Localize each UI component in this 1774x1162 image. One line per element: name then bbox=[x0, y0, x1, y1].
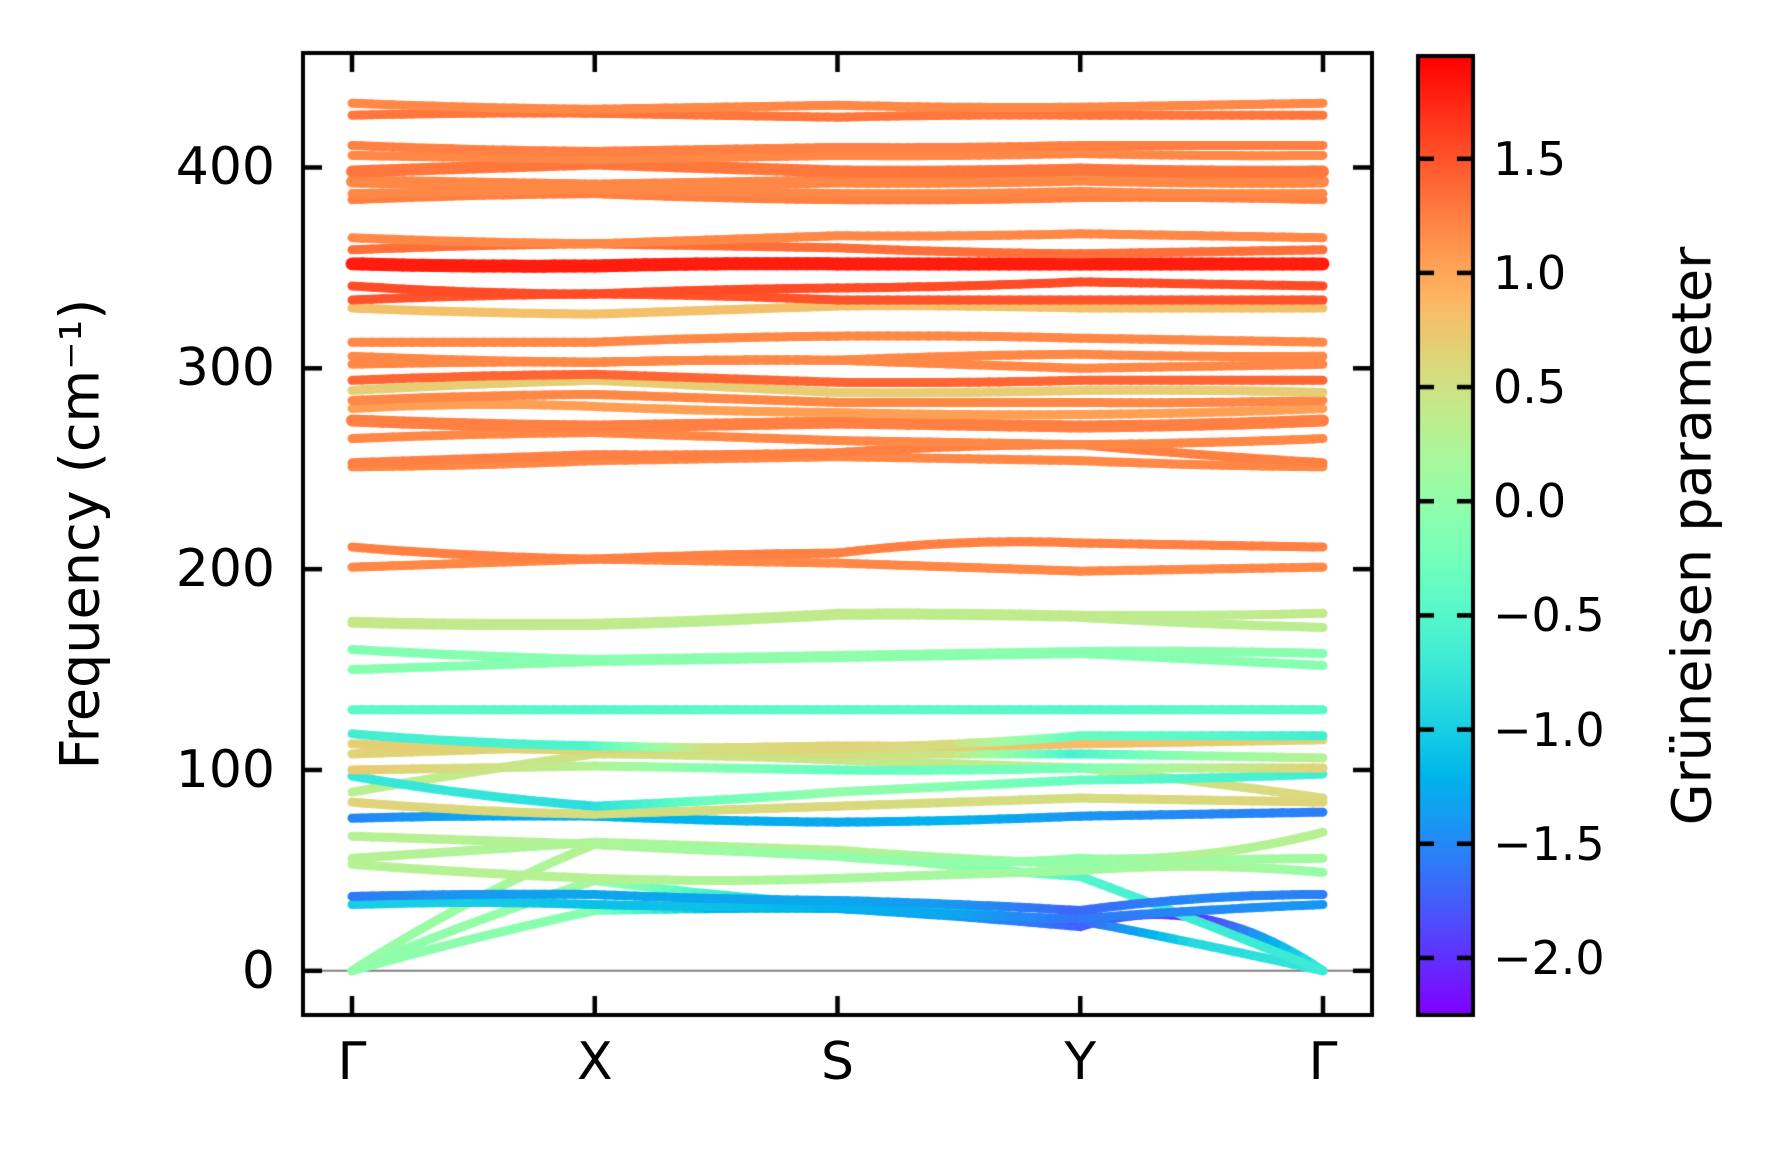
x-axis-tick-label-x: X bbox=[576, 1032, 613, 1092]
x-axis-tick-label-gamma: Γ bbox=[337, 1032, 367, 1092]
y-axis-tick-label: 300 bbox=[175, 338, 275, 399]
colorbar-tick-label: −1.0 bbox=[1493, 702, 1605, 757]
colorbar-tick-label: 1.5 bbox=[1493, 131, 1567, 186]
x-axis-tick-label-gamma2: Γ bbox=[1308, 1032, 1338, 1092]
colorbar-tick-label: 0.0 bbox=[1493, 474, 1567, 529]
colorbar-tick-label: −1.5 bbox=[1493, 816, 1605, 871]
colorbar-label: Grüneisen parameter bbox=[1660, 246, 1724, 825]
y-axis-tick-label: 200 bbox=[175, 539, 275, 600]
x-axis-tick-label-y: Y bbox=[1064, 1032, 1097, 1092]
y-axis-tick-label: 100 bbox=[175, 739, 275, 800]
y-axis-label: Frequency (cm⁻¹) bbox=[48, 298, 112, 770]
y-axis-tick-label: 0 bbox=[241, 940, 275, 1001]
x-axis-tick-label-s: S bbox=[820, 1032, 854, 1092]
colorbar-tick-label: 0.5 bbox=[1493, 360, 1567, 415]
y-axis-tick-label: 400 bbox=[175, 137, 275, 198]
colorbar-tick-label: −2.0 bbox=[1493, 930, 1605, 985]
colorbar-tick-label: 1.0 bbox=[1493, 245, 1567, 300]
colorbar-tick-label: −0.5 bbox=[1493, 588, 1605, 643]
